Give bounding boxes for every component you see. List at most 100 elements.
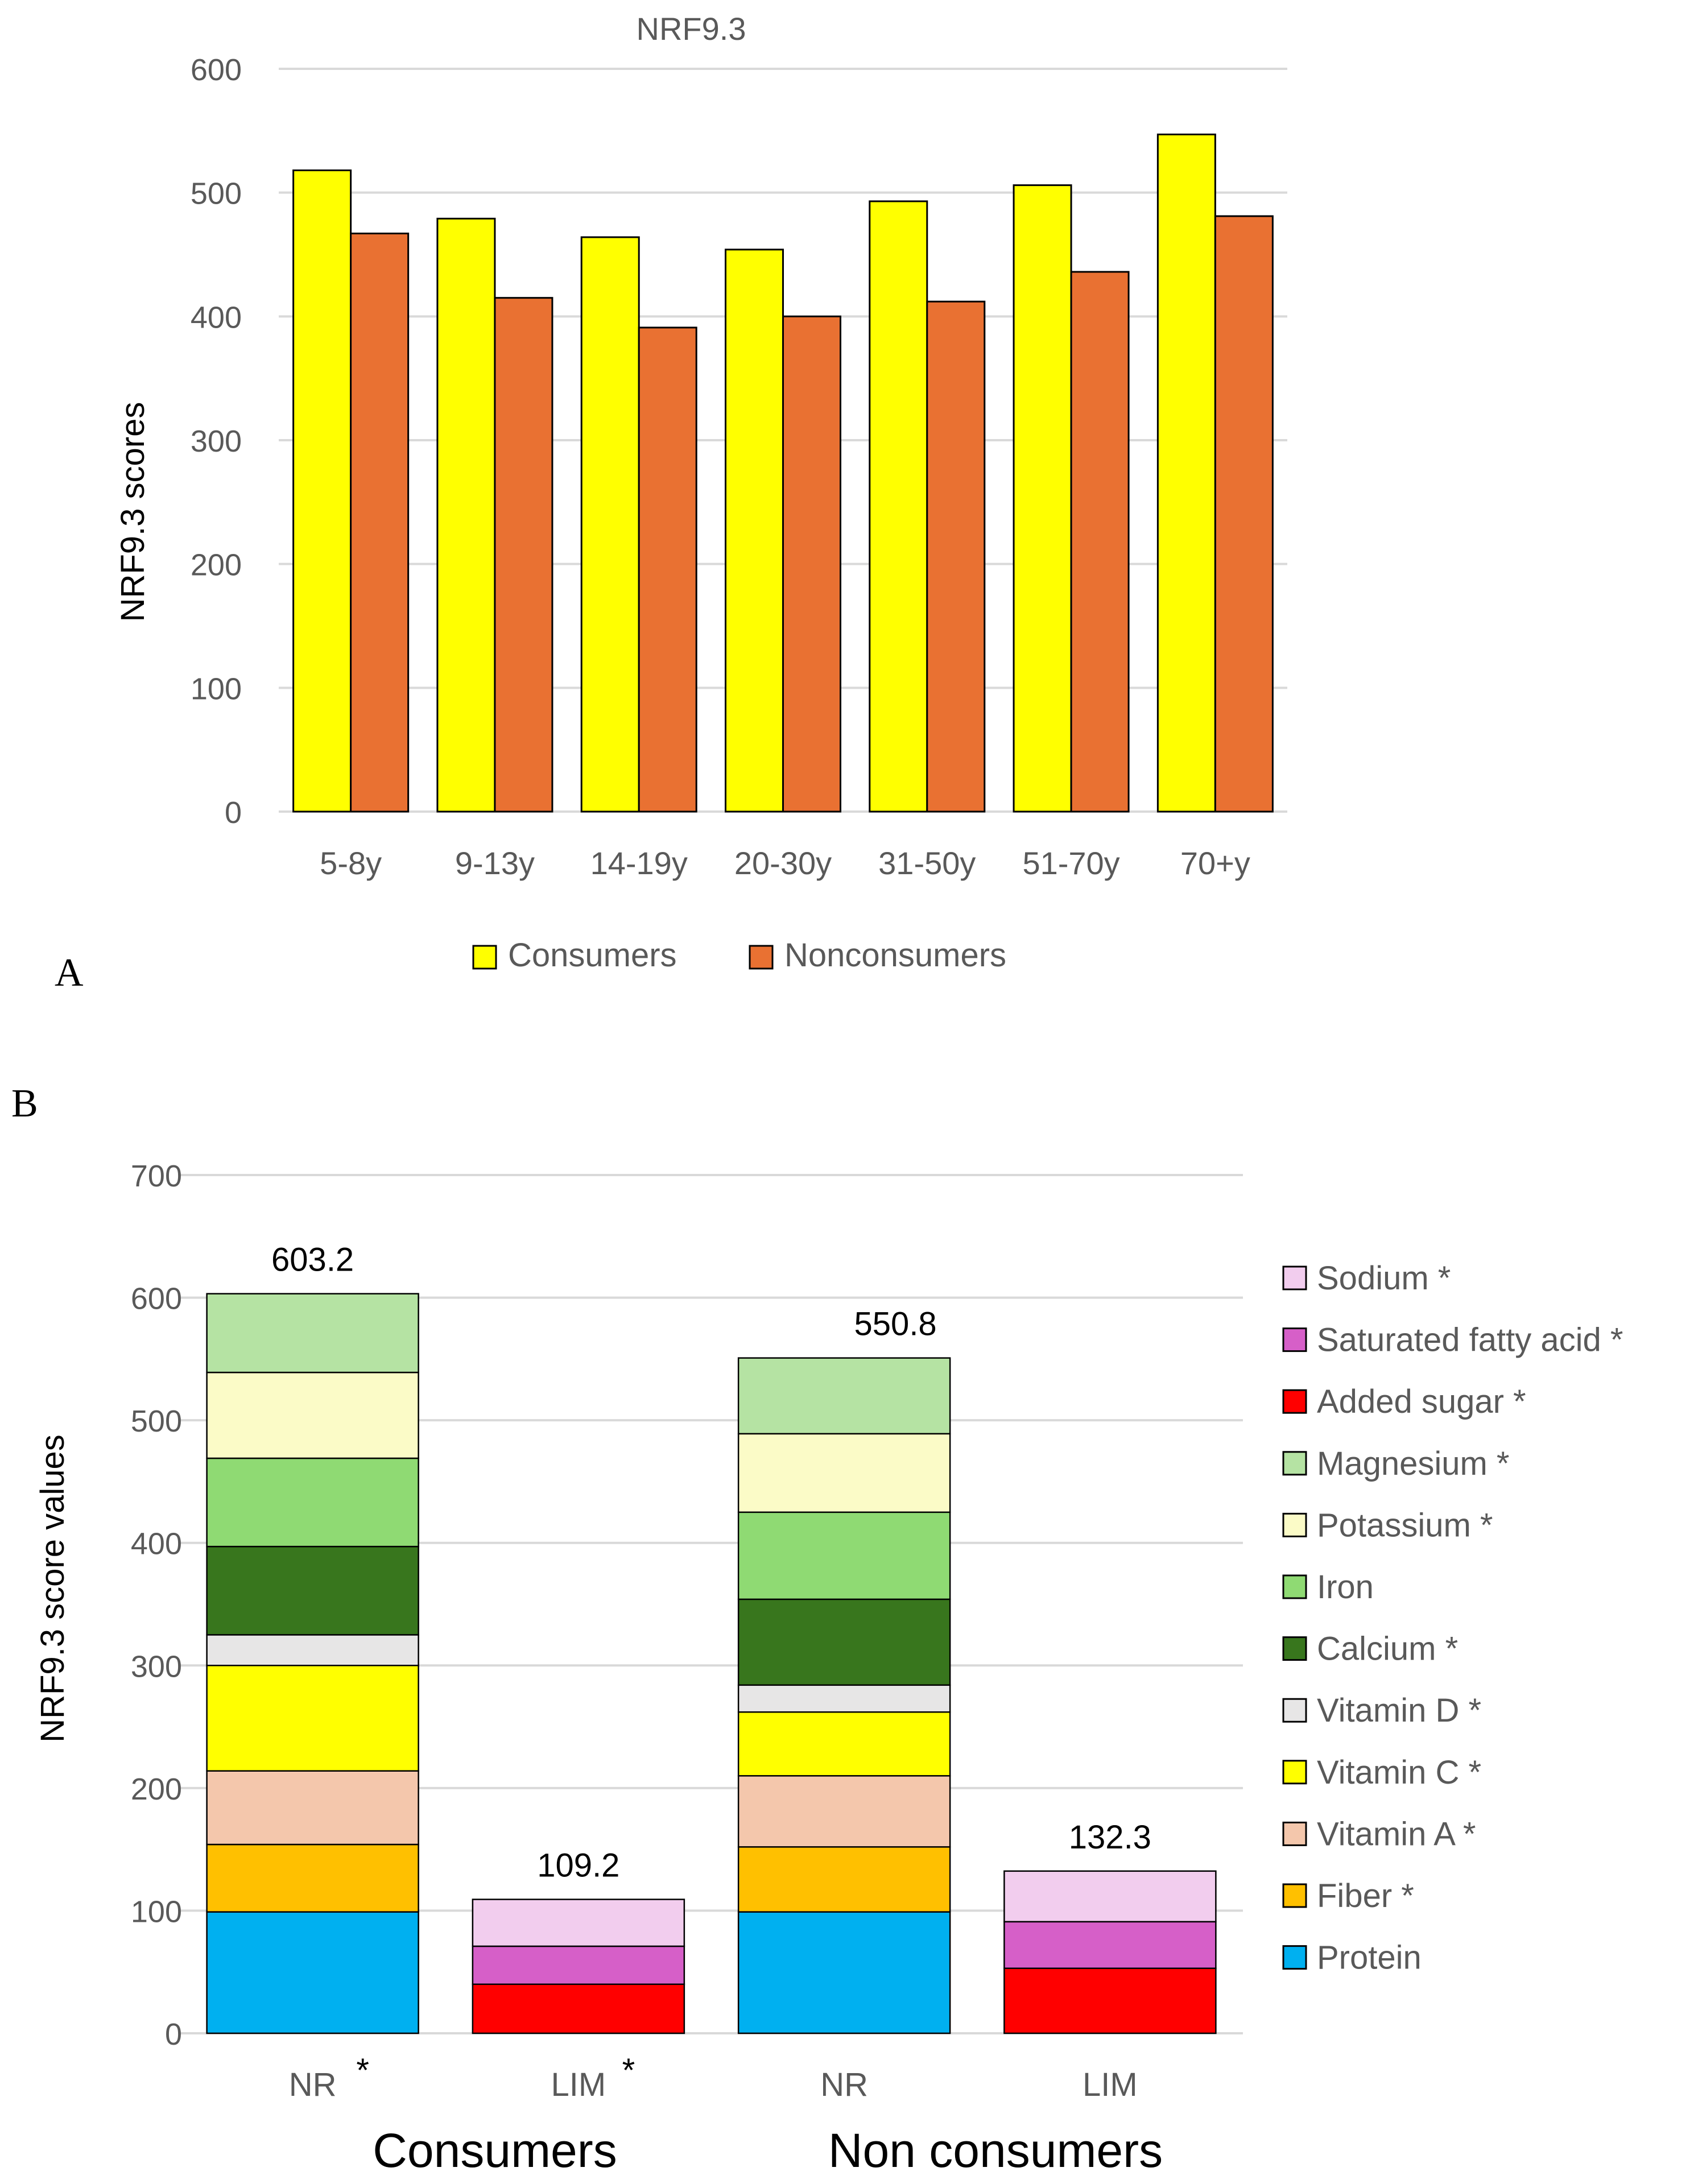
- y-tick-label: 400: [191, 300, 242, 334]
- bar-nonconsumers-51-70y: [1070, 271, 1130, 813]
- significance-mark: *: [622, 2052, 635, 2089]
- segment-magnesium-nr-0: [206, 1293, 419, 1374]
- segment-vitamin-d-nr-2: [737, 1684, 951, 1713]
- segment-magnesium-nr-2: [737, 1357, 951, 1435]
- legend-swatch-saturated-fatty-acid: [1282, 1327, 1307, 1352]
- y-tick-label: 300: [191, 424, 242, 458]
- y-tick-label: 300: [131, 1649, 182, 1684]
- x-tick-label: 70+y: [1180, 845, 1250, 881]
- legend-swatch-consumers: [472, 945, 497, 970]
- bar-consumers-31-50y: [869, 200, 928, 813]
- segment-sodium-lim-3: [1003, 1870, 1217, 1923]
- panel-label-a: A: [55, 951, 84, 995]
- legend-label-protein: Protein: [1317, 1939, 1422, 1976]
- legend-label-iron: Iron: [1317, 1569, 1374, 1606]
- legend-swatch-vitamin-d: [1282, 1698, 1307, 1723]
- segment-vitamin-c-nr-2: [737, 1711, 951, 1777]
- x-tick-label: 9-13y: [455, 845, 535, 881]
- bar-consumers-70-y: [1156, 133, 1216, 813]
- x-tick-label: 51-70y: [1022, 845, 1119, 881]
- legend-label-saturated-fatty-acid: Saturated fatty acid *: [1317, 1322, 1623, 1359]
- legend-swatch-magnesium: [1282, 1451, 1307, 1476]
- legend-label-vitamin-d: Vitamin D *: [1317, 1692, 1481, 1729]
- y-tick-label: 600: [191, 53, 242, 87]
- segment-vitamin-a-nr-2: [737, 1775, 951, 1848]
- segment-iron-nr-0: [206, 1457, 419, 1548]
- legend-swatch-sodium: [1282, 1265, 1307, 1290]
- segment-iron-nr-2: [737, 1511, 951, 1600]
- x-tick-label: NR: [289, 2066, 337, 2103]
- legend-swatch-iron: [1282, 1574, 1307, 1599]
- legend-label-vitamin-c: Vitamin C *: [1317, 1754, 1481, 1791]
- segment-calcium-nr-2: [737, 1598, 951, 1686]
- x-tick-label: 14-19y: [590, 845, 688, 881]
- y-tick-label: 500: [191, 177, 242, 211]
- chart-b-legend: Sodium * Saturated fatty acid * Added suga…: [1282, 1260, 1623, 1976]
- segment-protein-nr-0: [206, 1911, 419, 2034]
- segment-vitamin-a-nr-0: [206, 1770, 419, 1846]
- chart-b-total-labels: 603.2 109.2 550.8 132.3: [271, 1242, 1151, 1884]
- bar-consumers-5-8y: [292, 169, 352, 813]
- legend-label-vitamin-a: Vitamin A *: [1317, 1815, 1476, 1852]
- legend-label-magnesium: Magnesium *: [1317, 1445, 1509, 1482]
- y-tick-label: 500: [131, 1404, 182, 1438]
- x-tick-label: NR: [820, 2066, 868, 2103]
- legend-swatch-protein: [1282, 1945, 1307, 1970]
- bar-nonconsumers-20-30y: [782, 315, 841, 813]
- chart-b-y-axis-label: NRF9.3 score values: [34, 1434, 71, 1743]
- y-tick-label: 400: [131, 1527, 182, 1561]
- chart-a-x-axis: 5-8y 9-13y 14-19y 20-30y 31-50y 51-70y 70+y: [320, 845, 1250, 881]
- y-tick-label: 700: [131, 1159, 182, 1193]
- x-tick-label: 31-50y: [878, 845, 976, 881]
- chart-a-legend: Consumers Nonconsumers: [472, 937, 1006, 974]
- y-tick-label: 200: [131, 1772, 182, 1806]
- bar-consumers-14-19y: [580, 236, 640, 813]
- chart-b-x-axis: NR * LIM * NR LIM: [289, 2052, 1138, 2103]
- x-tick-label: LIM: [551, 2066, 606, 2103]
- segment-vitamin-d-nr-0: [206, 1634, 419, 1666]
- group-label-consumers: Consumers: [373, 2124, 617, 2177]
- chart-a-y-axis-label: NRF9.3 scores: [114, 402, 151, 622]
- x-tick-label: LIM: [1083, 2066, 1138, 2103]
- x-tick-label: 20-30y: [734, 845, 832, 881]
- segment-calcium-nr-0: [206, 1545, 419, 1636]
- chart-b: B 0 100 200 300 400 500 600 700 NRF9.3 score va…: [11, 1082, 1623, 2177]
- chart-b-y-axis: 0 100 200 300 400 500 600 700: [131, 1159, 182, 2051]
- total-label: 550.8: [854, 1306, 937, 1343]
- legend-label-consumers: Consumers: [508, 937, 677, 974]
- y-tick-label: 0: [225, 796, 242, 830]
- legend-label-fiber: Fiber *: [1317, 1877, 1414, 1914]
- legend-label-added-sugar: Added sugar *: [1317, 1383, 1526, 1420]
- legend-swatch-added-sugar: [1282, 1389, 1307, 1414]
- legend-swatch-fiber: [1282, 1883, 1307, 1908]
- total-label: 603.2: [271, 1242, 354, 1279]
- chart-a: NRF9.3 0 100 200 300 400 500 600 NRF9.3 scores…: [55, 11, 1287, 995]
- segment-protein-nr-2: [737, 1911, 951, 2034]
- segment-fiber-nr-2: [737, 1846, 951, 1913]
- legend-label-sodium: Sodium *: [1317, 1260, 1451, 1297]
- bar-consumers-9-13y: [436, 217, 496, 813]
- legend-swatch-potassium: [1282, 1512, 1307, 1537]
- segment-added-sugar-lim-1: [472, 1983, 685, 2034]
- bar-consumers-51-70y: [1013, 184, 1072, 813]
- y-tick-label: 0: [165, 2017, 182, 2051]
- y-tick-label: 600: [131, 1282, 182, 1316]
- y-tick-label: 100: [131, 1895, 182, 1929]
- chart-a-title: NRF9.3: [637, 11, 746, 47]
- legend-label-nonconsumers: Nonconsumers: [784, 937, 1006, 974]
- total-label: 132.3: [1069, 1819, 1151, 1856]
- segment-vitamin-c-nr-0: [206, 1665, 419, 1772]
- segment-added-sugar-lim-3: [1003, 1967, 1217, 2034]
- legend-label-calcium: Calcium *: [1317, 1631, 1458, 1668]
- significance-mark: *: [356, 2052, 369, 2089]
- chart-b-bars: [206, 1293, 1217, 2034]
- total-label: 109.2: [537, 1847, 619, 1884]
- segment-fiber-nr-0: [206, 1843, 419, 1913]
- segment-potassium-nr-2: [737, 1433, 951, 1513]
- legend-swatch-vitamin-a: [1282, 1821, 1307, 1846]
- segment-potassium-nr-0: [206, 1371, 419, 1459]
- legend-swatch-nonconsumers: [749, 945, 774, 970]
- panel-label-b: B: [11, 1082, 38, 1126]
- legend-label-potassium: Potassium *: [1317, 1507, 1493, 1544]
